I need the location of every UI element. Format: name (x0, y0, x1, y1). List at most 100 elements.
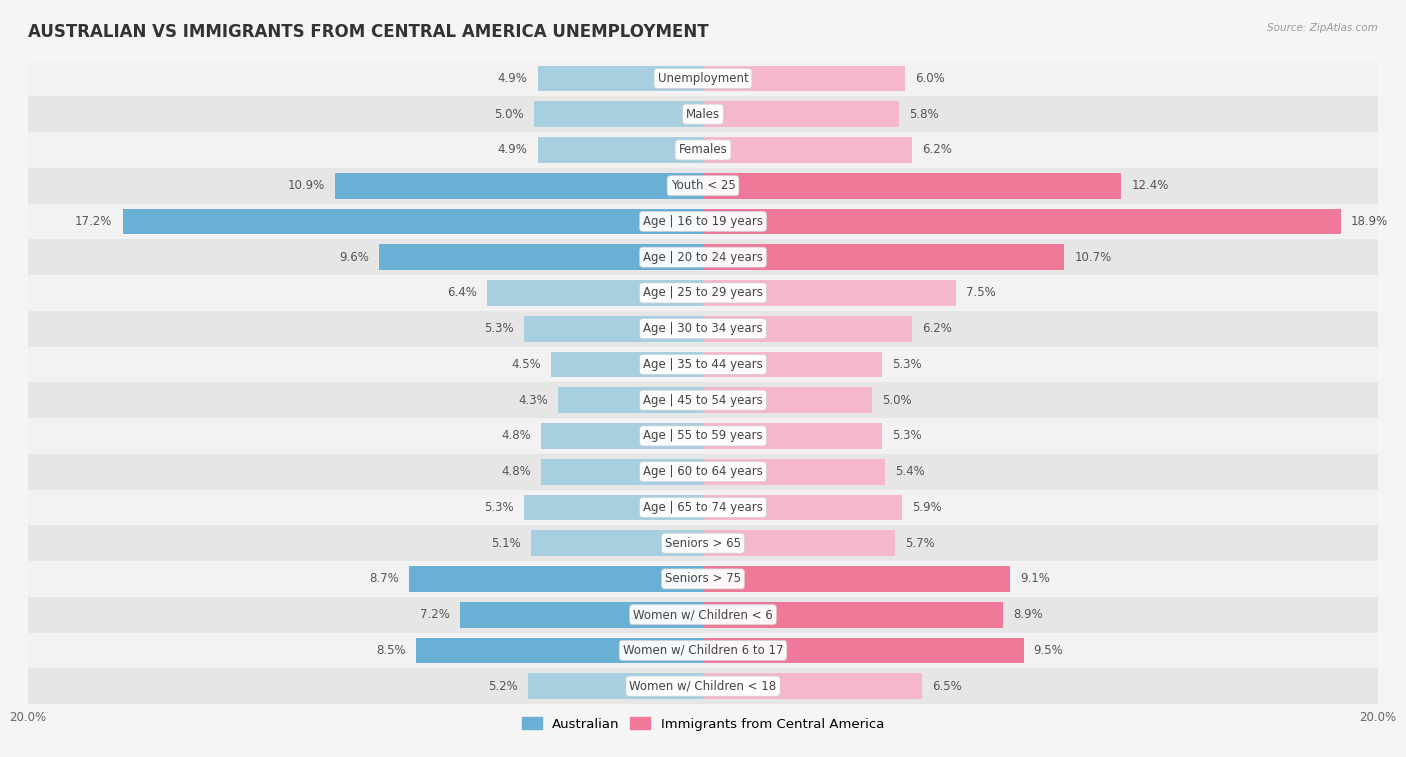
Bar (28, 311, 1378, 347)
Text: Age | 20 to 24 years: Age | 20 to 24 years (643, 251, 763, 263)
Bar (28, 347, 1378, 382)
Text: 6.2%: 6.2% (922, 143, 952, 157)
Text: 10.9%: 10.9% (288, 179, 325, 192)
Text: Women w/ Children 6 to 17: Women w/ Children 6 to 17 (623, 644, 783, 657)
Bar (122, 208, 703, 235)
Bar (28, 239, 1378, 275)
Bar (28, 96, 1378, 132)
Text: Seniors > 75: Seniors > 75 (665, 572, 741, 585)
Bar (558, 388, 703, 413)
Text: Age | 55 to 59 years: Age | 55 to 59 years (643, 429, 763, 442)
Text: 6.0%: 6.0% (915, 72, 945, 85)
Bar (409, 566, 703, 592)
Bar (28, 204, 1378, 239)
Bar (28, 453, 1378, 490)
Text: 8.7%: 8.7% (370, 572, 399, 585)
Bar (531, 531, 703, 556)
Text: 9.1%: 9.1% (1021, 572, 1050, 585)
Text: Age | 30 to 34 years: Age | 30 to 34 years (643, 322, 763, 335)
Text: 4.3%: 4.3% (517, 394, 548, 407)
Bar (703, 566, 1010, 592)
Bar (703, 459, 886, 484)
Text: 12.4%: 12.4% (1132, 179, 1168, 192)
Bar (28, 418, 1378, 453)
Bar (703, 602, 1004, 628)
Text: AUSTRALIAN VS IMMIGRANTS FROM CENTRAL AMERICA UNEMPLOYMENT: AUSTRALIAN VS IMMIGRANTS FROM CENTRAL AM… (28, 23, 709, 41)
Text: 7.5%: 7.5% (966, 286, 995, 300)
Bar (537, 66, 703, 92)
Text: 5.0%: 5.0% (882, 394, 911, 407)
Text: Age | 60 to 64 years: Age | 60 to 64 years (643, 465, 763, 478)
Bar (703, 137, 912, 163)
Bar (524, 494, 703, 520)
Bar (703, 351, 882, 377)
Text: 5.7%: 5.7% (905, 537, 935, 550)
Bar (703, 423, 882, 449)
Text: Women w/ Children < 6: Women w/ Children < 6 (633, 608, 773, 621)
Text: Males: Males (686, 107, 720, 120)
Bar (541, 423, 703, 449)
Bar (703, 245, 1064, 270)
Text: Age | 45 to 54 years: Age | 45 to 54 years (643, 394, 763, 407)
Bar (534, 101, 703, 127)
Text: 5.4%: 5.4% (896, 465, 925, 478)
Bar (380, 245, 703, 270)
Bar (703, 280, 956, 306)
Text: 7.2%: 7.2% (420, 608, 450, 621)
Text: 5.3%: 5.3% (485, 501, 515, 514)
Text: 10.7%: 10.7% (1074, 251, 1111, 263)
Legend: Australian, Immigrants from Central America: Australian, Immigrants from Central Amer… (516, 712, 890, 736)
Text: Youth < 25: Youth < 25 (671, 179, 735, 192)
Text: 6.5%: 6.5% (932, 680, 962, 693)
Bar (703, 101, 898, 127)
Bar (28, 61, 1378, 96)
Text: 18.9%: 18.9% (1351, 215, 1388, 228)
Text: 6.4%: 6.4% (447, 286, 477, 300)
Bar (460, 602, 703, 628)
Text: Age | 25 to 29 years: Age | 25 to 29 years (643, 286, 763, 300)
Bar (28, 561, 1378, 597)
Text: 4.5%: 4.5% (512, 358, 541, 371)
Text: 4.9%: 4.9% (498, 72, 527, 85)
Bar (28, 382, 1378, 418)
Bar (28, 490, 1378, 525)
Bar (703, 637, 1024, 663)
Text: Seniors > 65: Seniors > 65 (665, 537, 741, 550)
Text: 8.9%: 8.9% (1014, 608, 1043, 621)
Text: Age | 65 to 74 years: Age | 65 to 74 years (643, 501, 763, 514)
Text: 4.8%: 4.8% (501, 429, 531, 442)
Text: 8.5%: 8.5% (377, 644, 406, 657)
Bar (703, 673, 922, 699)
Text: 4.8%: 4.8% (501, 465, 531, 478)
Bar (28, 132, 1378, 168)
Bar (486, 280, 703, 306)
Text: Age | 35 to 44 years: Age | 35 to 44 years (643, 358, 763, 371)
Bar (527, 673, 703, 699)
Bar (28, 525, 1378, 561)
Bar (537, 137, 703, 163)
Bar (703, 494, 903, 520)
Bar (335, 173, 703, 198)
Bar (703, 531, 896, 556)
Text: 5.1%: 5.1% (491, 537, 520, 550)
Text: Age | 16 to 19 years: Age | 16 to 19 years (643, 215, 763, 228)
Bar (703, 173, 1122, 198)
Text: 5.9%: 5.9% (912, 501, 942, 514)
Text: Women w/ Children < 18: Women w/ Children < 18 (630, 680, 776, 693)
Text: 5.8%: 5.8% (908, 107, 938, 120)
Text: Source: ZipAtlas.com: Source: ZipAtlas.com (1267, 23, 1378, 33)
Text: 6.2%: 6.2% (922, 322, 952, 335)
Text: 4.9%: 4.9% (498, 143, 527, 157)
Bar (416, 637, 703, 663)
Text: 17.2%: 17.2% (75, 215, 112, 228)
Text: 9.6%: 9.6% (339, 251, 368, 263)
Bar (703, 316, 912, 341)
Bar (524, 316, 703, 341)
Bar (28, 168, 1378, 204)
Text: 5.3%: 5.3% (891, 429, 921, 442)
Bar (28, 668, 1378, 704)
Bar (28, 633, 1378, 668)
Bar (551, 351, 703, 377)
Text: Females: Females (679, 143, 727, 157)
Text: 5.2%: 5.2% (488, 680, 517, 693)
